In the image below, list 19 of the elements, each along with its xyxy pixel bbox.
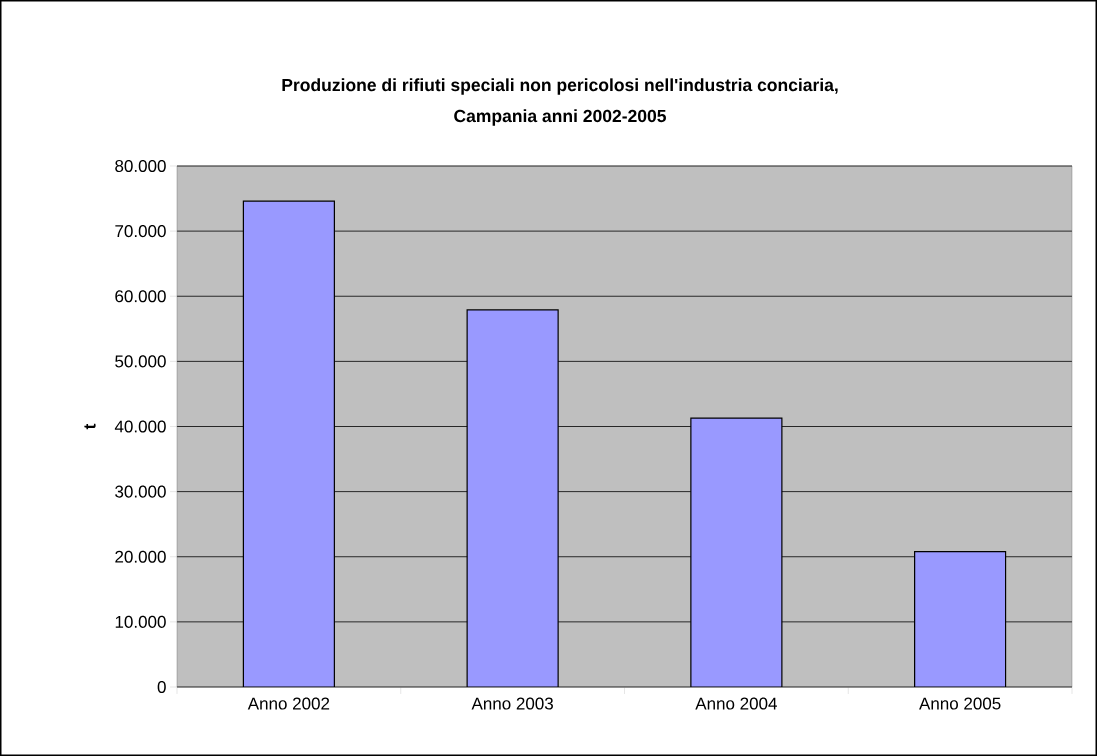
y-tick-label: 60.000: [115, 290, 166, 303]
y-tick-label: 50.000: [115, 355, 166, 368]
x-tick-label: Anno 2002: [247, 697, 330, 710]
x-tick-label: Anno 2003: [471, 697, 553, 710]
x-tick-label: Anno 2005: [919, 697, 1001, 710]
y-tick-label: 10.000: [115, 615, 166, 628]
bar: [466, 309, 559, 687]
y-tick-label: 80.000: [115, 159, 166, 173]
y-tick-label: 40.000: [114, 420, 166, 433]
y-tick-label: 30.000: [115, 485, 166, 498]
y-axis-title: t: [84, 423, 96, 430]
y-tick-label: 0: [157, 680, 166, 694]
bar: [242, 200, 335, 687]
y-tick-label: 70.000: [115, 225, 166, 238]
y-tick-label: 20.000: [115, 550, 166, 563]
x-tick-label: Anno 2004: [695, 697, 777, 710]
bar: [690, 417, 783, 687]
bar: [914, 550, 1007, 687]
chart-title: Produzione di rifiuti speciali non pericolosi nell'industria conciaria, Campania anni 2002-2005: [282, 78, 838, 126]
